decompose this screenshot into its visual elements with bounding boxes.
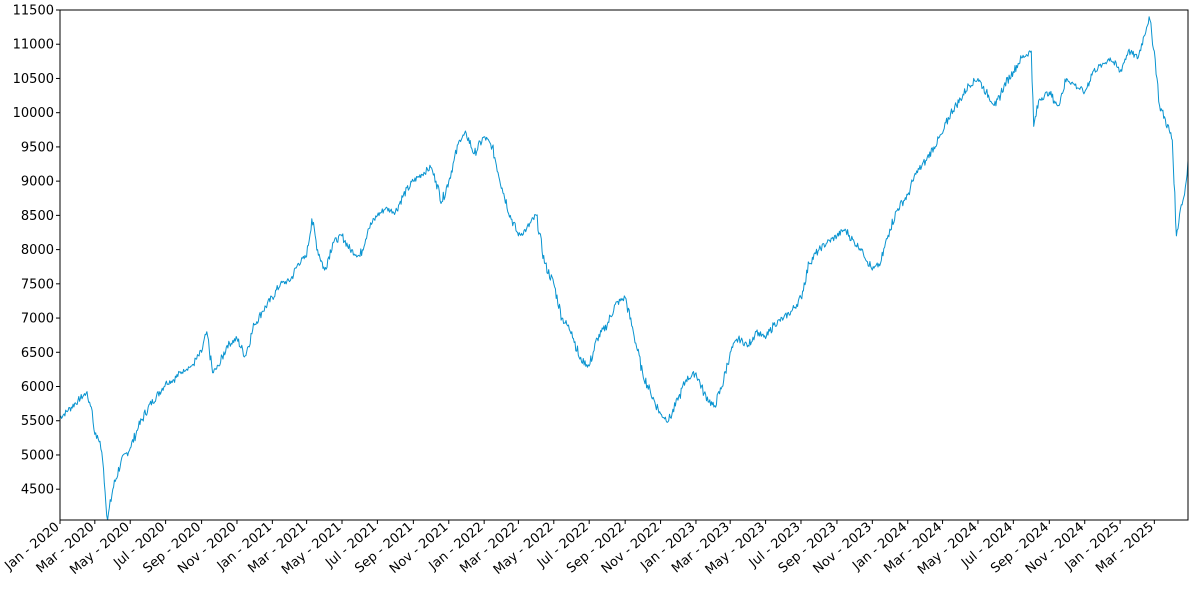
y-tick-label: 4500 bbox=[21, 483, 54, 498]
series-line bbox=[59, 16, 1189, 521]
y-tick-label: 5000 bbox=[21, 448, 54, 463]
y-tick-label: 6500 bbox=[21, 346, 54, 361]
y-tick-label: 11000 bbox=[13, 38, 54, 53]
y-tick-label: 9500 bbox=[21, 140, 54, 155]
plot-area bbox=[59, 16, 1189, 521]
y-tick-label: 9000 bbox=[21, 175, 54, 190]
y-tick-label: 6000 bbox=[21, 380, 54, 395]
y-tick-label: 5500 bbox=[21, 414, 54, 429]
y-tick-label: 10000 bbox=[13, 106, 54, 121]
y-tick-label: 8500 bbox=[21, 209, 54, 224]
y-tick-label: 8000 bbox=[21, 243, 54, 258]
y-tick-label: 7500 bbox=[21, 277, 54, 292]
y-axis: 4500 5000 5500 6000 6500 7000 7500 8000 8500 9000… bbox=[13, 4, 60, 498]
y-tick-label: 7000 bbox=[21, 312, 54, 327]
y-tick-label: 11500 bbox=[13, 4, 54, 19]
y-tick-label: 10500 bbox=[13, 72, 54, 87]
plot-frame bbox=[59, 9, 1189, 521]
